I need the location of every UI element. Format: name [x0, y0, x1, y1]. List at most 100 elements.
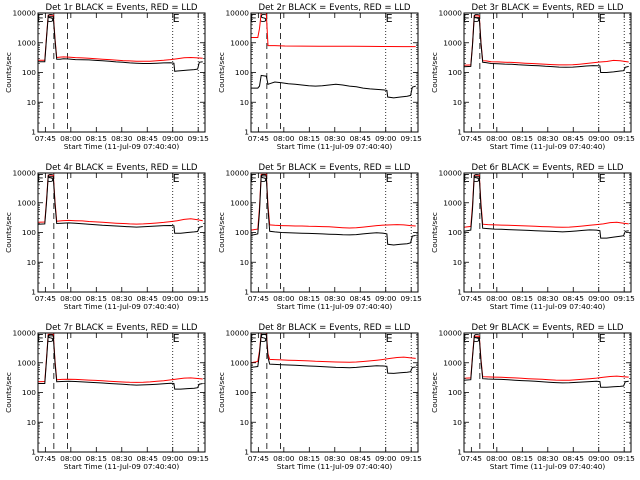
x-tick-label: 08:00	[60, 134, 82, 143]
y-axis-label: Counts/sec	[217, 372, 226, 413]
x-tick-label: 08:30	[111, 294, 133, 303]
event-marker-s: S	[473, 332, 480, 345]
x-tick-label: 09:15	[614, 294, 636, 303]
events-series-line	[463, 337, 629, 388]
y-tick-label: 10000	[225, 329, 249, 338]
y-tick-label: 10	[453, 258, 463, 267]
x-tick-label: 07:45	[461, 294, 483, 303]
y-tick-label: 10000	[438, 9, 462, 18]
y-tick-label: 100	[448, 228, 462, 237]
y-tick-label: 1	[31, 288, 36, 297]
x-axis-label: Start Time (11-Jul-09 07:40:40)	[64, 462, 180, 471]
y-tick-label: 10000	[12, 329, 36, 338]
x-tick-label: 08:45	[137, 294, 159, 303]
event-marker-e2: E	[599, 172, 606, 185]
panel-title: Det 1r BLACK = Events, RED = LLD	[45, 3, 197, 13]
y-tick-label: 10000	[225, 169, 249, 178]
lld-series-line	[251, 12, 416, 48]
x-tick-label: 08:15	[86, 294, 108, 303]
x-tick-label: 08:30	[111, 454, 133, 463]
x-tick-label: 09:15	[188, 294, 210, 303]
plot-frame	[463, 172, 632, 293]
plot-frame	[463, 332, 632, 453]
y-tick-label: 1	[31, 128, 36, 137]
y-tick-label: 100	[448, 68, 462, 77]
event-marker-e1: E	[463, 12, 470, 25]
plot-frame	[37, 332, 206, 453]
x-tick-label: 08:45	[563, 454, 585, 463]
x-tick-label: 09:00	[162, 454, 184, 463]
x-tick-label: 07:45	[248, 454, 270, 463]
x-tick-label: 09:00	[588, 294, 610, 303]
x-tick-label: 08:45	[350, 294, 372, 303]
y-tick-label: 1	[31, 448, 36, 457]
event-marker-e2: E	[386, 332, 393, 345]
x-axis-label: Start Time (11-Jul-09 07:40:40)	[64, 142, 180, 151]
y-tick-label: 10	[27, 418, 37, 427]
y-tick-label: 1000	[230, 198, 249, 207]
x-tick-label: 09:15	[401, 134, 423, 143]
detector-panel: Det 6r BLACK = Events, RED = LLD E S E 1 10 10…	[426, 160, 639, 320]
x-tick-label: 09:15	[188, 134, 210, 143]
plot-frame	[37, 12, 206, 133]
event-marker-e2: E	[599, 12, 606, 25]
y-tick-label: 10	[453, 98, 463, 107]
y-tick-label: 1000	[17, 38, 36, 47]
detector-panel: Det 3r BLACK = Events, RED = LLD E S E 1 10 10…	[426, 0, 639, 160]
y-tick-label: 10000	[438, 329, 462, 338]
x-tick-label: 08:30	[537, 294, 559, 303]
x-tick-label: 08:45	[350, 134, 372, 143]
x-tick-label: 08:30	[537, 134, 559, 143]
events-series-line	[463, 17, 629, 73]
y-tick-label: 1000	[443, 38, 462, 47]
panel-title: Det 9r BLACK = Events, RED = LLD	[471, 323, 623, 333]
x-tick-label: 08:15	[512, 294, 534, 303]
x-tick-label: 09:00	[162, 294, 184, 303]
y-tick-label: 100	[22, 388, 36, 397]
x-tick-label: 08:00	[486, 134, 508, 143]
x-tick-label: 09:15	[401, 294, 423, 303]
events-series-line	[250, 175, 416, 246]
panel-title: Det 2r BLACK = Events, RED = LLD	[258, 3, 410, 13]
x-axis-label: Start Time (11-Jul-09 07:40:40)	[277, 142, 393, 151]
event-marker-s: S	[473, 172, 480, 185]
plot-frame	[37, 172, 206, 293]
x-tick-label: 08:00	[273, 454, 295, 463]
y-axis-label: Counts/sec	[4, 52, 13, 93]
x-axis-label: Start Time (11-Jul-09 07:40:40)	[490, 462, 606, 471]
x-tick-label: 07:45	[248, 134, 270, 143]
panel-title: Det 6r BLACK = Events, RED = LLD	[471, 163, 623, 173]
x-tick-label: 08:30	[324, 454, 346, 463]
x-tick-label: 09:15	[401, 454, 423, 463]
event-marker-e2: E	[173, 172, 180, 185]
y-tick-label: 1	[457, 128, 462, 137]
y-tick-label: 100	[22, 228, 36, 237]
x-tick-label: 08:00	[60, 454, 82, 463]
x-tick-label: 08:45	[563, 294, 585, 303]
y-tick-label: 1	[244, 288, 249, 297]
event-marker-e1: E	[37, 172, 44, 185]
y-axis-label: Counts/sec	[217, 52, 226, 93]
x-tick-label: 09:15	[188, 454, 210, 463]
event-marker-e2: E	[386, 12, 393, 25]
x-axis-label: Start Time (11-Jul-09 07:40:40)	[277, 302, 393, 311]
events-series-line	[38, 16, 203, 72]
x-tick-label: 08:15	[86, 134, 108, 143]
x-tick-label: 08:00	[273, 134, 295, 143]
y-tick-label: 10	[27, 258, 37, 267]
panel-title: Det 7r BLACK = Events, RED = LLD	[45, 323, 197, 333]
x-tick-label: 08:45	[137, 134, 159, 143]
y-tick-label: 100	[235, 228, 249, 237]
y-tick-label: 10000	[12, 9, 36, 18]
x-tick-label: 09:00	[588, 454, 610, 463]
y-tick-label: 1000	[443, 198, 462, 207]
detector-panel: Det 2r BLACK = Events, RED = LLD E S E 1 10 10…	[213, 0, 426, 160]
x-tick-label: 08:00	[486, 454, 508, 463]
event-marker-s: S	[260, 12, 267, 25]
events-series-line	[37, 176, 203, 234]
panel-title: Det 8r BLACK = Events, RED = LLD	[258, 323, 410, 333]
x-tick-label: 08:45	[137, 454, 159, 463]
